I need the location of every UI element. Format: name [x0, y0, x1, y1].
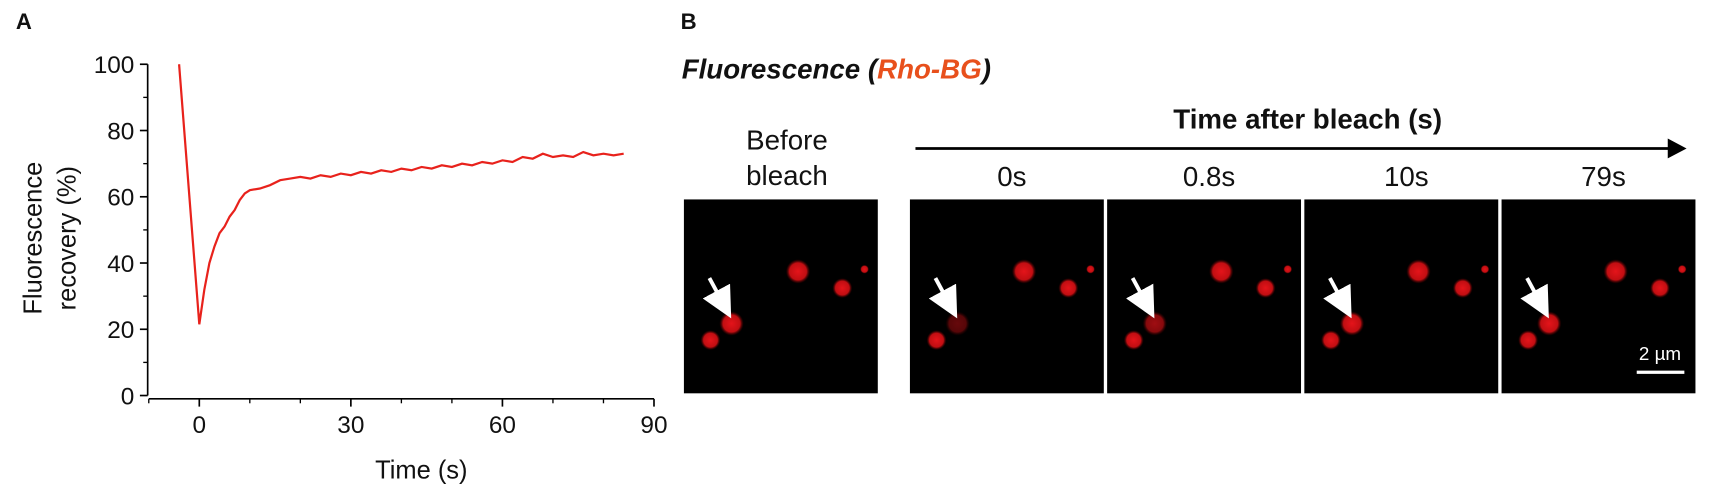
fluorescent-spot — [1452, 278, 1473, 299]
y-tick-label: 20 — [107, 317, 134, 344]
y-tick-label: 40 — [107, 251, 134, 278]
y-tick-label: 0 — [121, 383, 135, 410]
fluorescent-spot — [1537, 311, 1562, 336]
fluorescent-spot — [785, 259, 811, 284]
pointer-arrow — [1323, 277, 1352, 319]
scale-label: 2 µm — [1639, 343, 1681, 364]
pointer-arrow — [1125, 277, 1155, 319]
fluorescent-spot — [1650, 278, 1670, 299]
panel-label: A — [16, 9, 32, 34]
fluorescent-spot — [1086, 264, 1095, 274]
panel-title: Fluorescence (Rho-BG) — [682, 54, 991, 85]
time-label: 0.8s — [1183, 161, 1235, 192]
y-tick-label: 100 — [94, 52, 135, 79]
y-tick-label: 60 — [107, 185, 134, 212]
fluorescent-spot — [1603, 259, 1628, 284]
fluorescent-spot — [1320, 330, 1341, 351]
before-label: Before — [746, 125, 828, 156]
x-tick-label: 0 — [193, 412, 207, 439]
arrow-head — [1667, 138, 1687, 159]
y-axis-label: recovery (%) — [54, 166, 82, 310]
pointer-arrow — [1520, 277, 1549, 319]
fluorescent-spot — [1283, 264, 1293, 274]
before-label: bleach — [746, 160, 828, 191]
fluorescent-spot — [1406, 259, 1431, 284]
arrow-label: Time after bleach (s) — [1173, 104, 1442, 135]
image-tile — [1501, 199, 1696, 394]
x-tick-label: 90 — [640, 412, 667, 439]
fluorescent-spot — [832, 278, 853, 299]
x-tick-label: 60 — [489, 412, 516, 439]
image-panels — [683, 199, 1696, 394]
data-line — [177, 64, 624, 325]
time-label: 0s — [997, 161, 1026, 192]
fluorescent-spot — [1339, 311, 1365, 336]
fluorescent-spot — [1123, 330, 1144, 351]
fluorescent-spot — [1677, 264, 1687, 274]
x-tick-label: 30 — [337, 412, 364, 439]
panel-label: B — [681, 9, 697, 34]
fluorescent-spot — [1518, 330, 1539, 351]
x-axis-label: Time (s) — [375, 457, 467, 485]
fluorescent-spot — [926, 330, 947, 351]
image-tile — [1304, 199, 1499, 394]
fluorescent-spot — [1011, 259, 1037, 284]
image-tile — [683, 199, 878, 394]
pointer-arrow — [702, 277, 732, 319]
fluorescent-spot — [1058, 278, 1079, 299]
fluorescent-spot — [1142, 311, 1167, 336]
image-tile — [909, 199, 1104, 394]
title-text: Fluorescence ( — [682, 54, 880, 85]
y-tick-label: 80 — [107, 118, 134, 145]
fluorescent-spot — [700, 330, 721, 351]
y-axis-label: Fluorescence — [19, 162, 47, 315]
title-text: ) — [979, 54, 991, 85]
fluorescent-spot — [719, 311, 744, 336]
time-label: 79s — [1581, 161, 1626, 192]
fluorescent-spot — [1255, 278, 1276, 299]
image-tile — [1107, 199, 1302, 394]
fluorescent-spot — [945, 311, 970, 336]
fluorescent-spot — [860, 264, 869, 274]
probe-name: Rho-BG — [877, 54, 982, 85]
pointer-arrow — [928, 277, 958, 319]
fluorescent-spot — [1480, 264, 1490, 274]
fluorescent-spot — [1209, 259, 1234, 284]
time-label: 10s — [1384, 161, 1429, 192]
